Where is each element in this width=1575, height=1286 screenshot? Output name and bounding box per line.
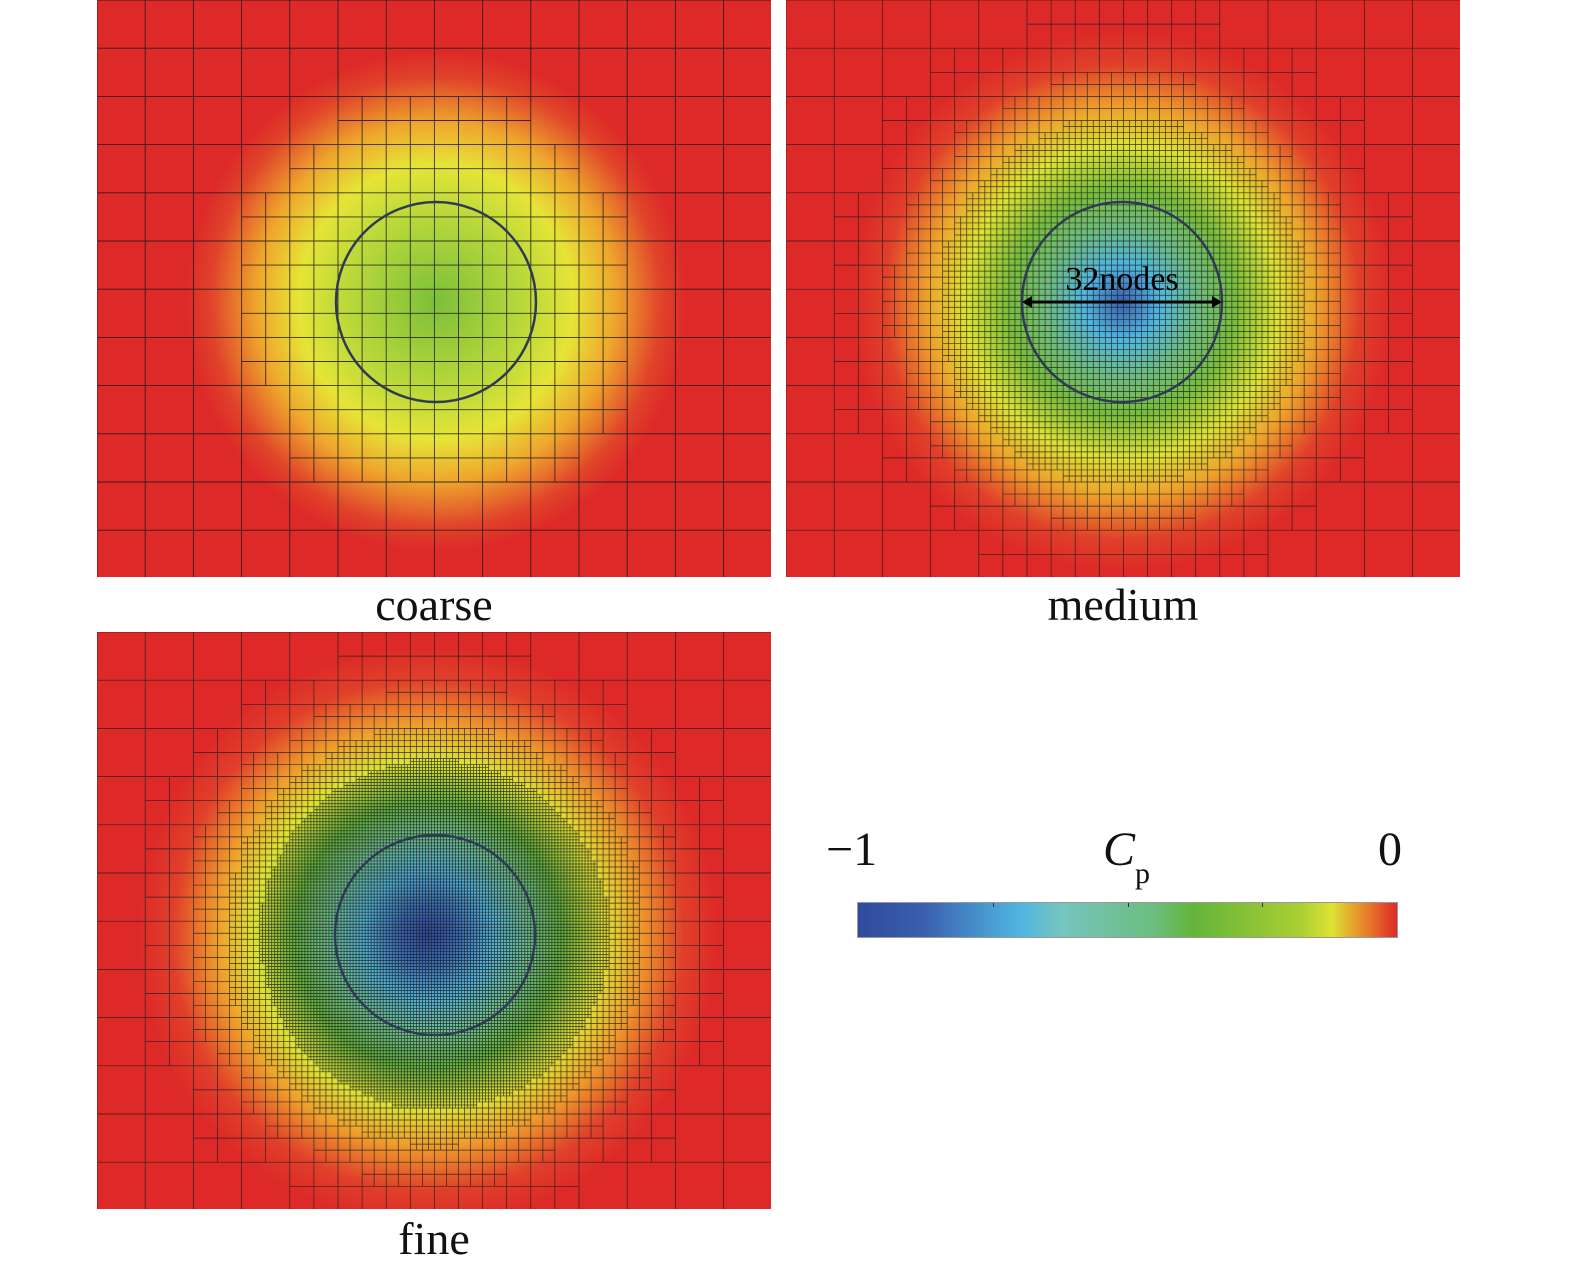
colorbar-tick (1262, 903, 1264, 907)
colorbar-min-label: −1 (826, 823, 878, 876)
medium-label: medium (1047, 579, 1199, 630)
colorbar-tick (1127, 903, 1129, 907)
medium-mesh-panel: 32nodes (786, 0, 1460, 577)
fine-label: fine (398, 1213, 470, 1264)
coarse-label: coarse (375, 579, 493, 630)
colorbar (857, 902, 1398, 938)
colorbar-title-main: C (1103, 823, 1136, 876)
cylinder-outline (334, 200, 538, 404)
colorbar-tick (992, 903, 994, 907)
colorbar-title-subscript: p (1135, 857, 1151, 890)
mesh-grid (97, 632, 771, 1209)
pressure-field (97, 632, 771, 1209)
colorbar-title: Cp (1103, 822, 1150, 891)
colorbar-max-label: 0 (1378, 823, 1402, 876)
mesh-grid (97, 0, 771, 577)
mesh-grid (786, 0, 1460, 577)
diameter-annotation: 32nodes (1065, 261, 1178, 298)
coarse-mesh-panel (97, 0, 771, 577)
cylinder-outline (333, 833, 537, 1037)
fine-mesh-panel (97, 632, 771, 1209)
